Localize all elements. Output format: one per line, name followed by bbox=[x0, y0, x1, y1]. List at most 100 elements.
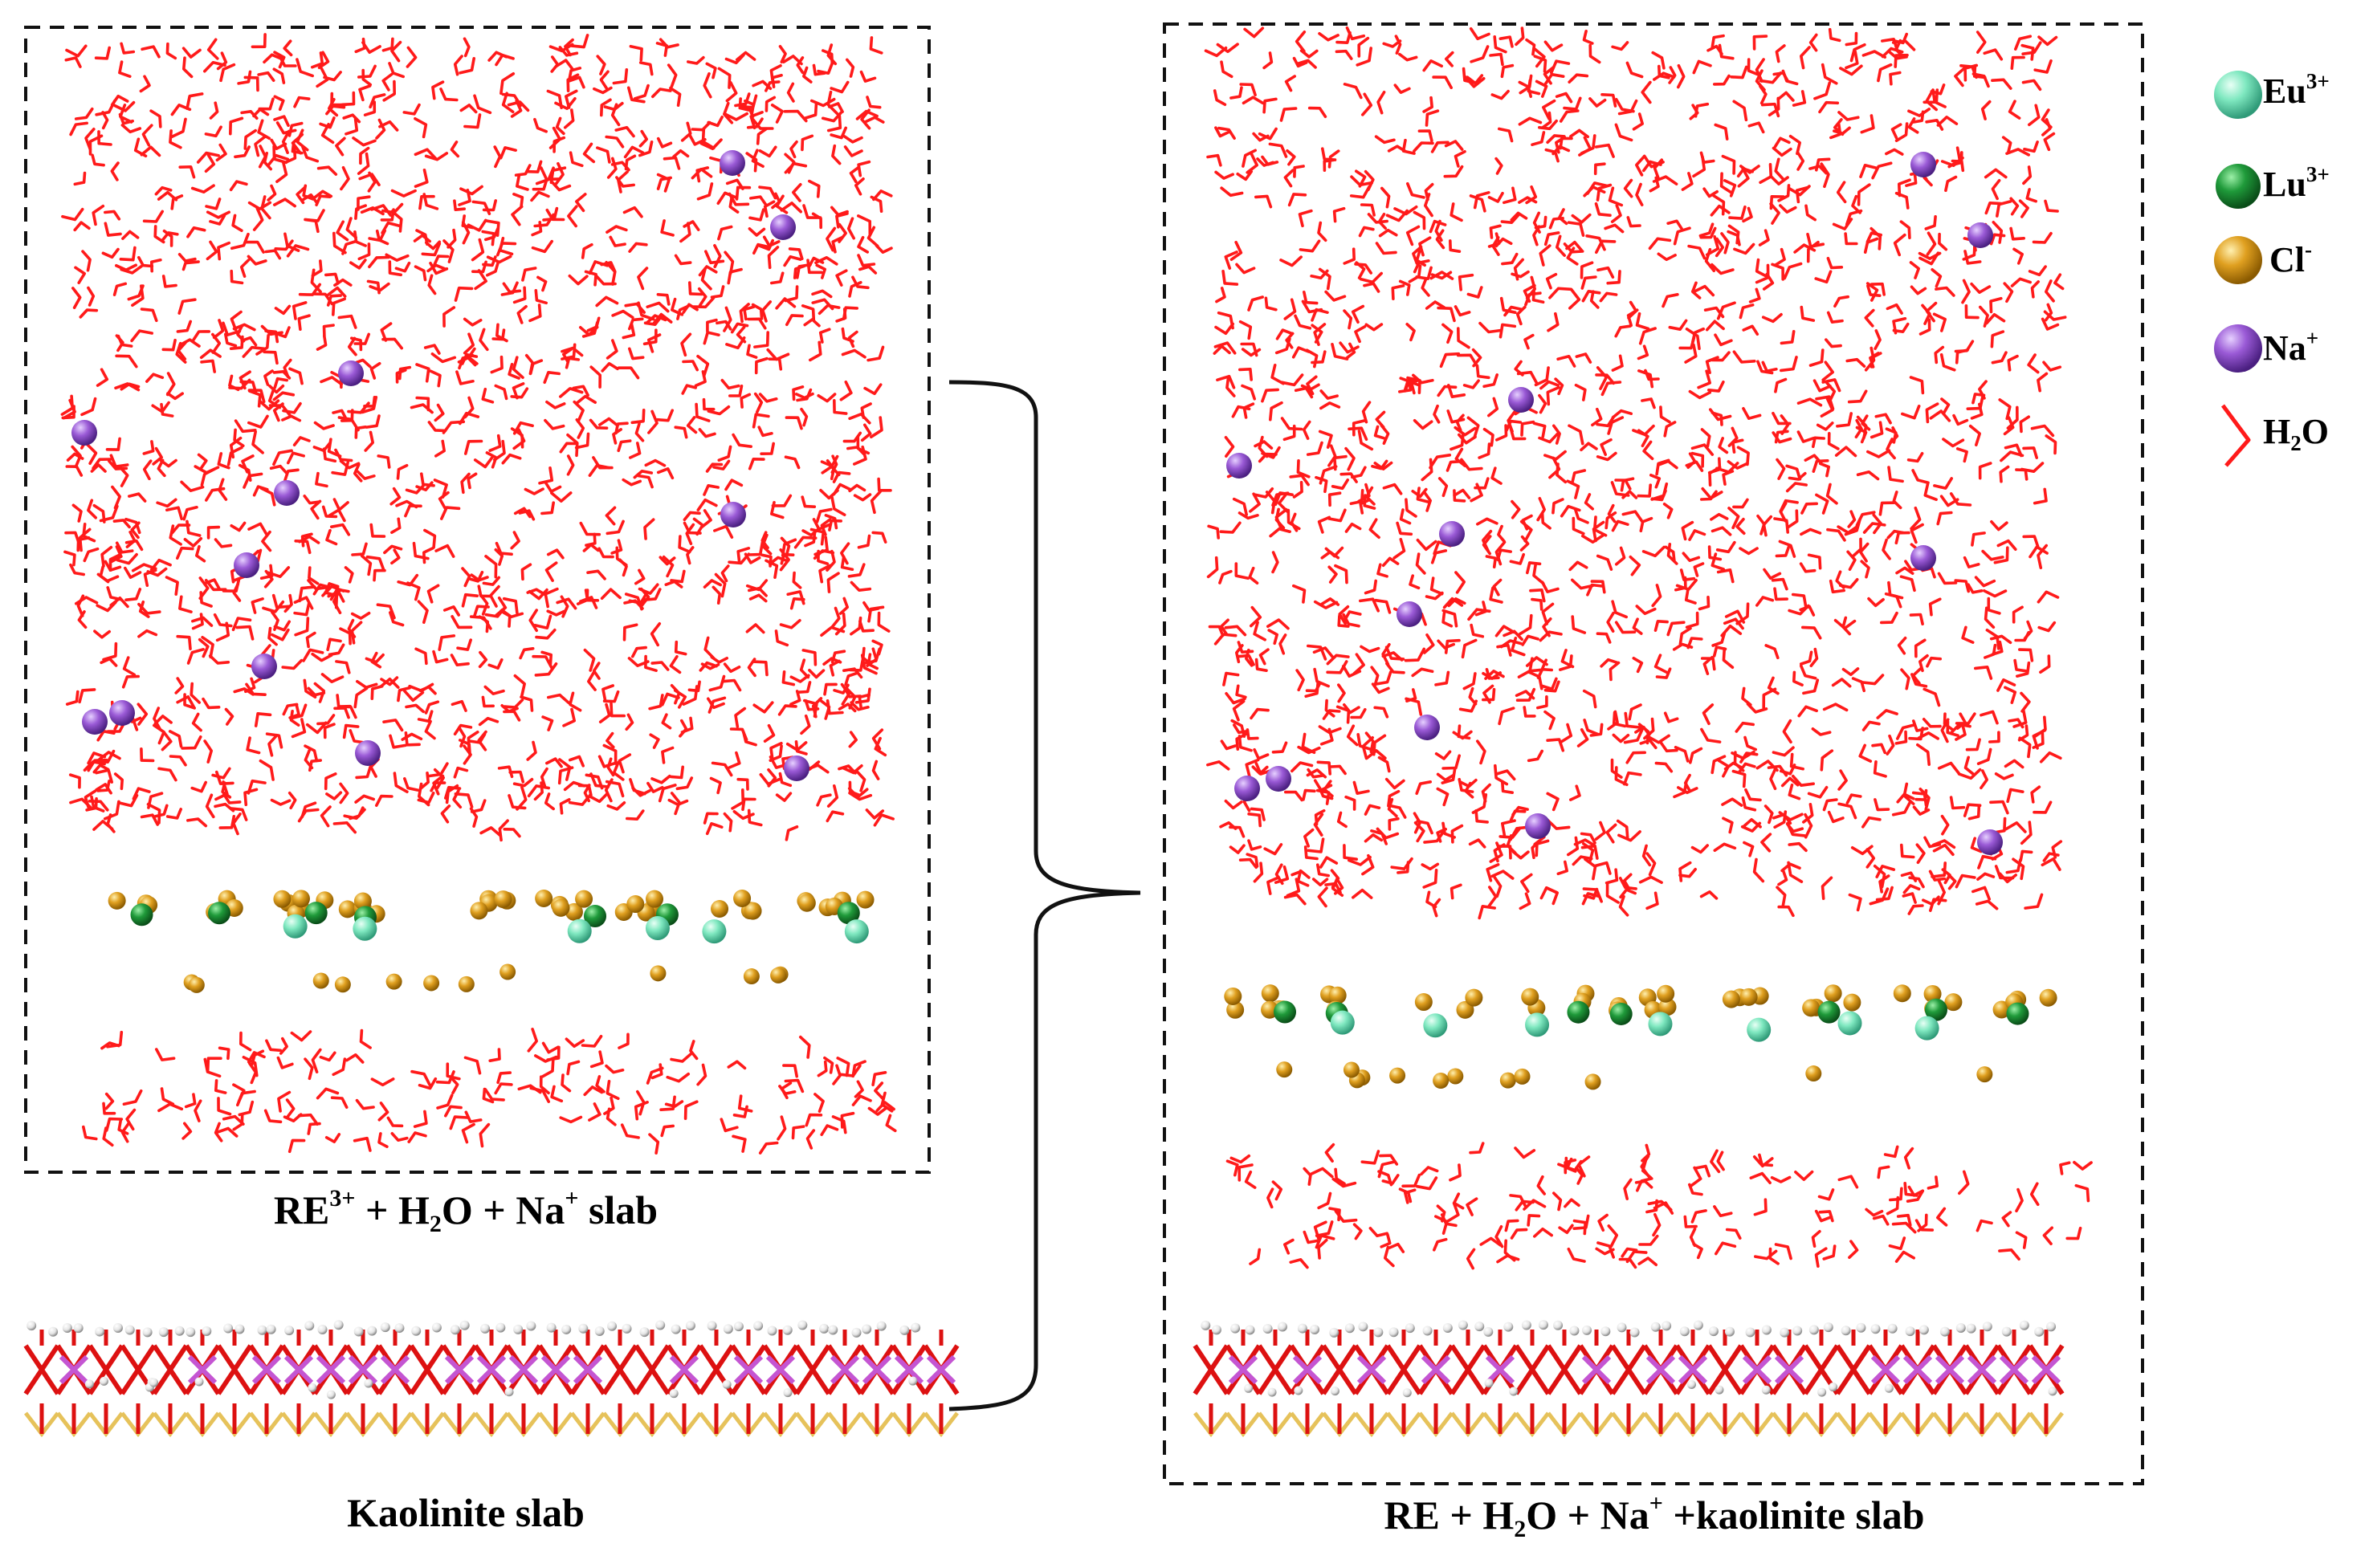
water-molecule bbox=[379, 678, 400, 689]
water-molecule bbox=[724, 479, 744, 491]
eu-ion bbox=[1914, 1016, 1939, 1041]
water-molecule bbox=[1759, 163, 1773, 184]
water-molecule bbox=[1517, 657, 1534, 678]
water-molecule bbox=[95, 768, 113, 784]
water-molecule bbox=[1814, 1209, 1833, 1223]
water-molecule bbox=[1926, 231, 1937, 256]
h-atom bbox=[1617, 1322, 1627, 1333]
water-molecule bbox=[545, 400, 566, 409]
water-molecule bbox=[521, 267, 537, 282]
water-molecule bbox=[106, 586, 123, 601]
water-molecule bbox=[1390, 857, 1413, 870]
cl-ion bbox=[1976, 1066, 1993, 1083]
water-molecule bbox=[203, 61, 226, 73]
water-molecule bbox=[499, 609, 512, 628]
water-molecule bbox=[165, 42, 177, 60]
water-molecule bbox=[696, 354, 710, 377]
water-molecule bbox=[2007, 354, 2019, 372]
water-molecule bbox=[626, 809, 645, 821]
water-molecule bbox=[2045, 434, 2057, 455]
water-molecule bbox=[1331, 1177, 1357, 1188]
water-molecule bbox=[1224, 625, 1247, 637]
water-molecule bbox=[818, 564, 832, 584]
water-molecule bbox=[748, 593, 768, 603]
water-molecule bbox=[1663, 421, 1677, 438]
water-molecule bbox=[775, 792, 793, 802]
water-molecule bbox=[1303, 1230, 1321, 1244]
water-molecule bbox=[1519, 535, 1530, 552]
water-molecule bbox=[297, 808, 320, 823]
water-molecule bbox=[1886, 529, 1905, 540]
water-molecule bbox=[1637, 1256, 1657, 1267]
water-molecule bbox=[1690, 451, 1705, 468]
water-molecule bbox=[679, 222, 691, 243]
water-molecule bbox=[1501, 819, 1516, 837]
na-ion bbox=[1266, 766, 1291, 792]
water-molecule bbox=[1827, 432, 1840, 450]
water-molecule bbox=[165, 808, 182, 820]
water-molecule bbox=[712, 459, 731, 470]
water-molecule bbox=[1736, 446, 1750, 466]
water-molecule bbox=[1635, 605, 1657, 616]
water-molecule bbox=[1788, 841, 1808, 853]
water-molecule bbox=[783, 109, 808, 123]
water-molecule bbox=[1503, 186, 1517, 205]
water-molecule bbox=[1439, 352, 1461, 369]
water-molecule bbox=[2012, 857, 2025, 881]
water-molecule bbox=[1651, 51, 1666, 70]
al-o-bond bbox=[187, 1354, 218, 1385]
water-molecule bbox=[826, 810, 845, 823]
water-molecule bbox=[1604, 868, 1619, 885]
h-atom bbox=[304, 1321, 315, 1331]
o-bond bbox=[216, 1365, 253, 1395]
water-molecule bbox=[196, 151, 220, 164]
water-molecule bbox=[620, 1123, 640, 1139]
water-molecule bbox=[2018, 199, 2029, 218]
water-molecule bbox=[1901, 405, 1921, 420]
water-molecule bbox=[426, 584, 440, 604]
water-molecule bbox=[1910, 506, 1922, 531]
water-molecule bbox=[298, 585, 316, 603]
water-molecule bbox=[1206, 760, 1230, 771]
al-o-bond bbox=[1774, 1354, 1804, 1385]
water-molecule bbox=[1998, 398, 2012, 421]
water-molecule bbox=[781, 538, 797, 557]
water-molecule bbox=[849, 658, 864, 672]
h-atom bbox=[1388, 1327, 1399, 1338]
water-molecule bbox=[829, 659, 841, 677]
water-molecule bbox=[1720, 232, 1730, 255]
water-molecule bbox=[1498, 707, 1515, 726]
water-molecule bbox=[1804, 204, 1817, 222]
water-molecule bbox=[817, 549, 830, 565]
water-molecule bbox=[682, 303, 699, 314]
water-molecule bbox=[358, 173, 381, 186]
water-molecule bbox=[350, 621, 363, 645]
water-molecule bbox=[815, 507, 833, 523]
water-molecule bbox=[854, 177, 865, 196]
water-molecule bbox=[1492, 578, 1503, 597]
water-molecule bbox=[1229, 240, 1243, 261]
water-molecule bbox=[779, 619, 801, 629]
water-molecule bbox=[124, 517, 141, 535]
water-molecule bbox=[1357, 36, 1370, 58]
water-molecule bbox=[349, 729, 367, 744]
water-molecule bbox=[64, 56, 82, 68]
water-molecule bbox=[389, 611, 405, 627]
water-molecule bbox=[1441, 821, 1456, 839]
water-molecule bbox=[622, 623, 638, 641]
water-molecule bbox=[561, 1073, 572, 1093]
water-molecule bbox=[756, 127, 768, 145]
water-molecule bbox=[1250, 707, 1270, 720]
water-molecule bbox=[533, 117, 548, 133]
water-molecule bbox=[703, 579, 722, 589]
water-molecule bbox=[1968, 424, 1981, 446]
water-molecule bbox=[200, 359, 216, 373]
water-molecule bbox=[290, 1030, 312, 1042]
water-molecule bbox=[1279, 255, 1303, 267]
water-molecule bbox=[1922, 718, 1942, 728]
water-molecule bbox=[1344, 795, 1356, 811]
water-molecule bbox=[390, 548, 401, 565]
water-molecule bbox=[1907, 904, 1924, 915]
water-molecule bbox=[1487, 397, 1499, 417]
water-molecule bbox=[1352, 780, 1370, 795]
